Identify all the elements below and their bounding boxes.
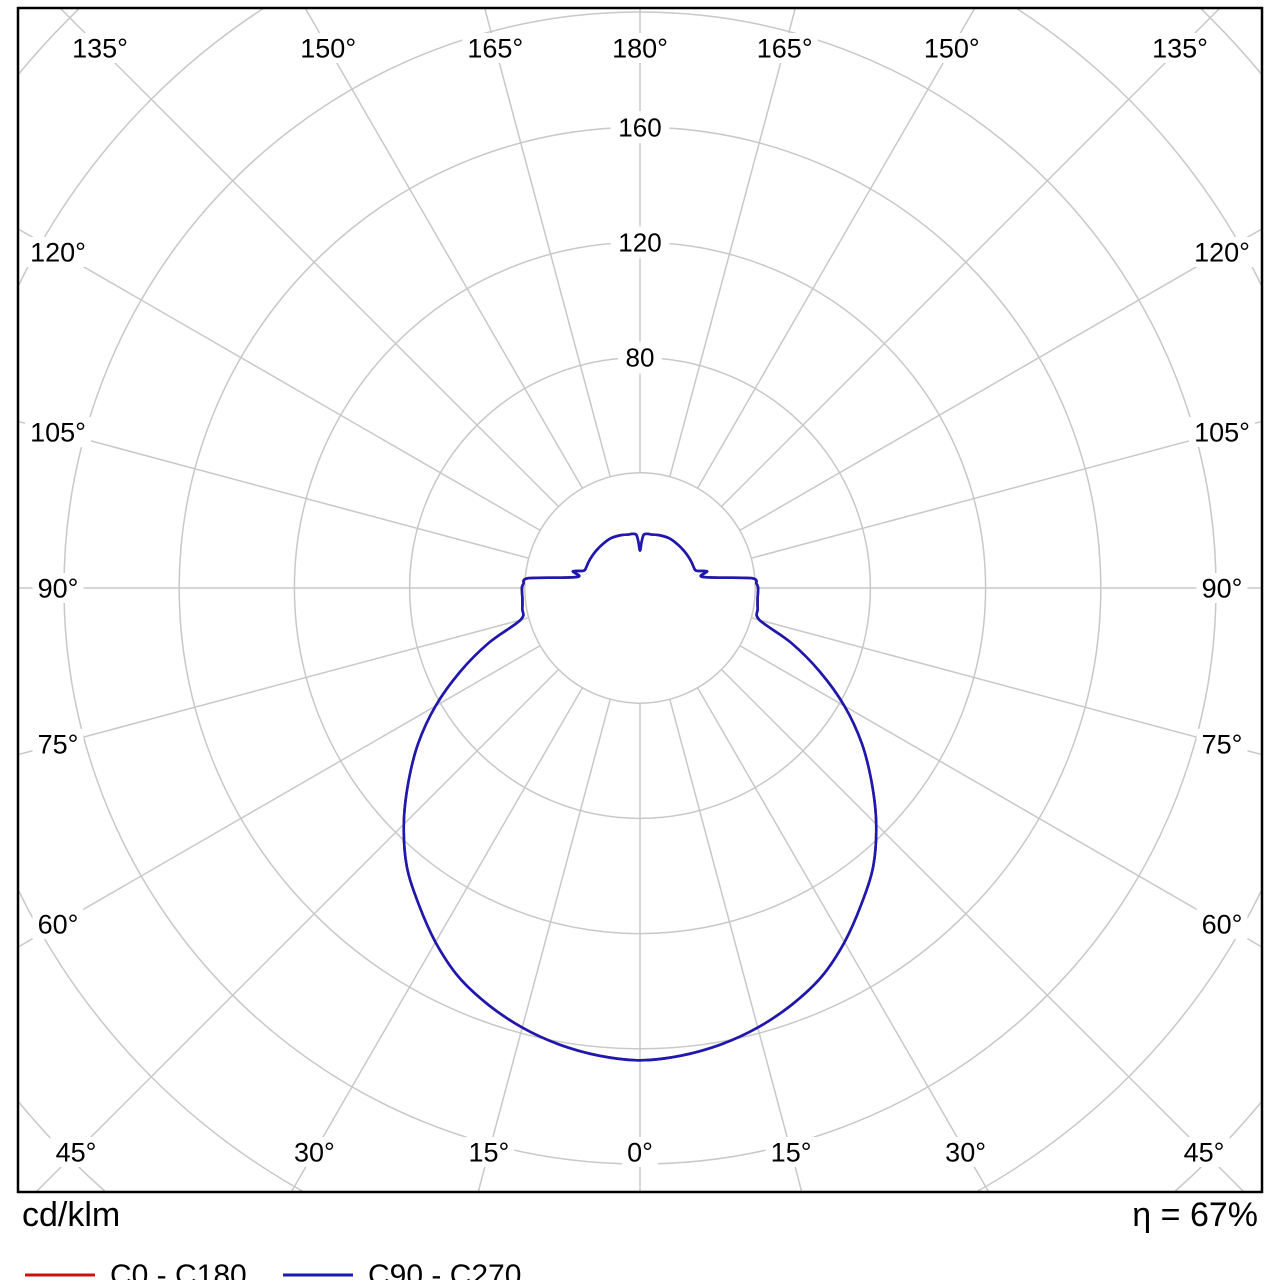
radial-label-bg — [618, 341, 662, 374]
angle-label: 120° — [1194, 237, 1250, 267]
angle-label-bg — [607, 33, 673, 63]
grid-spoke — [696, 8, 976, 489]
grid-spoke — [751, 420, 1262, 559]
radial-label-bg — [610, 226, 670, 259]
radial-tick-label: 120 — [618, 228, 661, 258]
angle-label-bg — [918, 33, 985, 63]
angle-label-bg — [1178, 1137, 1230, 1167]
angle-label-bg — [32, 573, 84, 603]
angle-label: 60° — [1202, 909, 1243, 939]
efficiency-label: η = 67% — [1132, 1196, 1258, 1234]
angle-label-bg — [25, 236, 91, 267]
angle-label: 75° — [1202, 729, 1243, 759]
grid-spoke — [18, 644, 541, 948]
angle-label-bg — [940, 1137, 992, 1167]
angle-label-bg — [50, 1137, 102, 1167]
legend-label-c0-c180: C0 - C180 — [110, 1259, 247, 1280]
curve-c90-c270 — [402, 532, 878, 1062]
angle-label-bg — [1189, 417, 1255, 448]
legend-label-c90-c270: C90 - C270 — [368, 1259, 521, 1280]
angle-label: 0° — [627, 1137, 653, 1167]
radial-tick-label: 80 — [626, 343, 655, 373]
grid-spoke — [477, 699, 611, 1192]
grid-spoke — [58, 8, 560, 508]
angle-label: 15° — [468, 1137, 509, 1167]
angle-label-bg — [1196, 909, 1248, 940]
angle-label: 90° — [1202, 573, 1243, 603]
radial-label-bg — [610, 111, 670, 144]
angle-label-bg — [462, 33, 529, 63]
angle-label-bg — [67, 33, 133, 63]
angle-label: 165° — [467, 33, 523, 63]
grid-spoke — [739, 228, 1262, 532]
angle-label: 60° — [38, 909, 79, 939]
angle-label-bg — [288, 1137, 340, 1167]
angle-label: 105° — [1194, 418, 1250, 448]
grid-spoke — [304, 8, 584, 489]
angle-label-bg — [295, 33, 362, 63]
angle-label: 165° — [757, 33, 813, 63]
angle-label-bg — [1196, 728, 1248, 759]
angle-label: 45° — [1184, 1137, 1225, 1167]
plot-border — [16, 6, 1264, 1194]
angle-label-bg — [25, 417, 91, 448]
angle-label: 30° — [945, 1137, 986, 1167]
units-label: cd/klm — [22, 1196, 120, 1234]
angle-label: 15° — [771, 1137, 812, 1167]
angle-label: 135° — [1152, 33, 1208, 63]
grid-spoke — [669, 699, 803, 1192]
angle-label-bg — [32, 728, 84, 759]
angle-label-bg — [765, 1137, 817, 1167]
grid-spoke — [696, 687, 990, 1192]
angle-label: 135° — [72, 33, 128, 63]
angle-label: 90° — [38, 573, 79, 603]
angle-label-bg — [1147, 33, 1213, 63]
angle-label-bg — [751, 33, 818, 63]
angle-label-bg — [32, 909, 84, 940]
grid-spoke — [18, 617, 529, 756]
grid-spoke — [18, 420, 529, 559]
angle-label-bg — [622, 1137, 658, 1167]
grid-spoke — [720, 8, 1222, 508]
angle-label: 180° — [612, 33, 668, 63]
angle-label-bg — [463, 1137, 515, 1167]
angle-label: 45° — [56, 1137, 97, 1167]
grid-spoke — [739, 644, 1262, 948]
angle-label: 30° — [294, 1137, 335, 1167]
angle-label: 105° — [30, 418, 86, 448]
grid-spoke — [751, 617, 1262, 756]
grid-spoke — [18, 228, 541, 532]
angle-label: 75° — [38, 729, 79, 759]
angle-label: 150° — [924, 33, 980, 63]
angle-label-bg — [1196, 573, 1248, 603]
angle-label-bg — [1189, 236, 1255, 267]
angle-label: 120° — [30, 237, 86, 267]
grid-spoke — [290, 687, 584, 1192]
radial-tick-label: 160 — [618, 112, 661, 142]
angle-label: 150° — [300, 33, 356, 63]
